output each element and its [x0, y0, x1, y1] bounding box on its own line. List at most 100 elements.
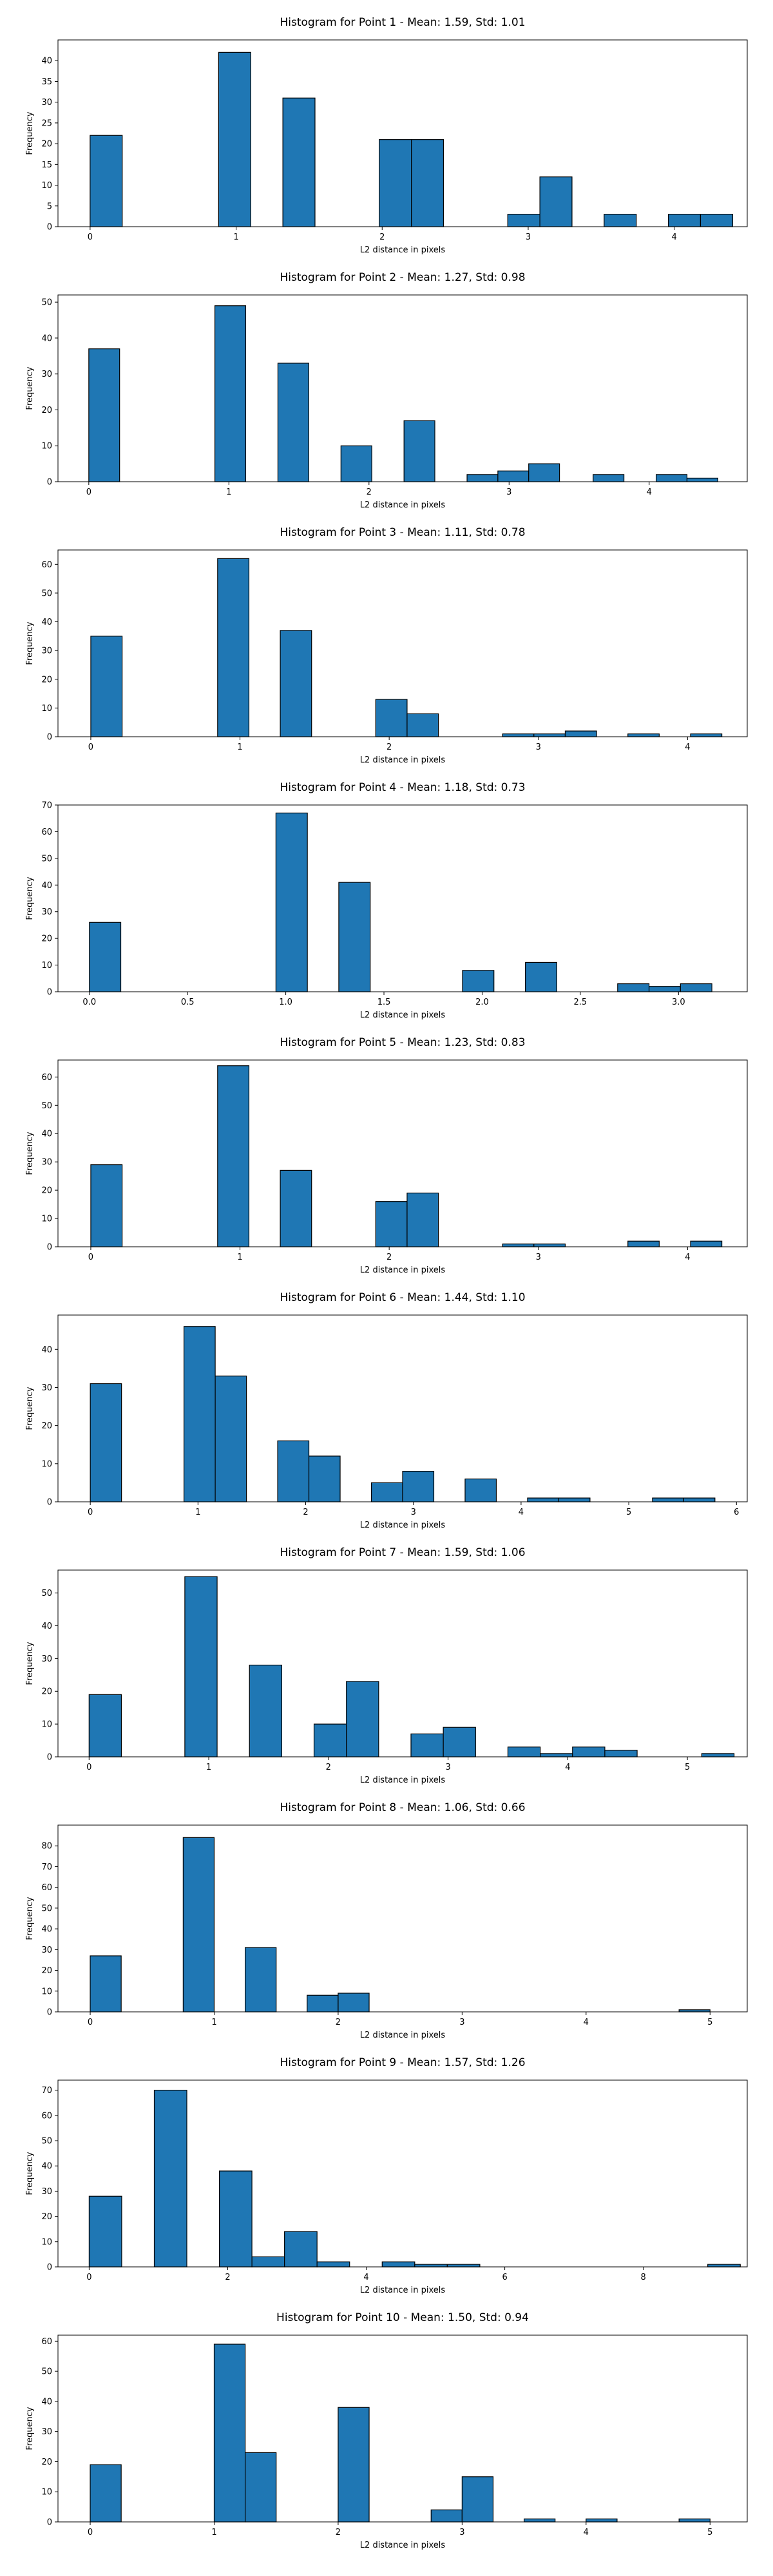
histogram-bar — [244, 2452, 277, 2523]
histogram-bar — [244, 1947, 277, 2012]
histogram-bar — [464, 1478, 497, 1502]
histogram-bar — [90, 1955, 122, 2012]
histogram-bar — [507, 1747, 541, 1757]
y-tick-label: 0 — [47, 988, 52, 998]
x-tick-label: 3 — [536, 1253, 541, 1262]
x-axis-label: L2 distance in pixels — [360, 1520, 446, 1530]
histogram-bar — [533, 1244, 566, 1247]
histogram-bar — [284, 2231, 318, 2268]
y-tick-label: 30 — [41, 2187, 52, 2197]
histogram-chart-10: Histogram for Point 10 - Mean: 1.50, Std… — [25, 2311, 748, 2550]
x-tick-label: 0 — [88, 743, 93, 752]
x-tick-label: 0 — [88, 1508, 93, 1517]
histogram-bar — [90, 636, 123, 737]
y-tick-label: 60 — [41, 2111, 52, 2121]
y-tick-label: 20 — [41, 1966, 52, 1976]
y-tick-label: 60 — [41, 1073, 52, 1083]
y-tick-label: 40 — [41, 334, 52, 343]
x-tick-label: 1.0 — [279, 998, 292, 1007]
histogram-bar — [277, 363, 309, 482]
x-tick-label: 1 — [237, 1253, 242, 1262]
chart-title: Histogram for Point 10 - Mean: 1.50, Std… — [276, 2311, 529, 2324]
y-tick-label: 70 — [41, 801, 52, 811]
y-tick-label: 40 — [41, 57, 52, 66]
x-axis-label: L2 distance in pixels — [360, 2031, 446, 2040]
histogram-bar — [280, 1170, 312, 1247]
x-tick-label: 4 — [584, 2528, 589, 2537]
histogram-chart-2: Histogram for Point 2 - Mean: 1.27, Std:… — [25, 271, 748, 510]
histogram-bar — [184, 1576, 218, 1757]
histogram-bar — [430, 2509, 463, 2523]
y-tick-label: 30 — [41, 907, 52, 917]
x-axis-label: L2 distance in pixels — [360, 1010, 446, 1020]
x-tick-label: 4 — [519, 1508, 524, 1517]
x-tick-label: 2 — [386, 1253, 392, 1262]
histogram-bar — [446, 2264, 481, 2268]
plot-frame — [57, 1824, 748, 2012]
y-tick-label: 10 — [41, 961, 52, 971]
histogram-bar — [90, 2464, 122, 2523]
y-tick-label: 60 — [41, 1883, 52, 1893]
histogram-bar — [558, 1497, 591, 1502]
histogram-bar — [572, 1747, 606, 1757]
y-axis-label: Frequency — [25, 621, 35, 665]
chart-title: Histogram for Point 4 - Mean: 1.18, Std:… — [280, 781, 525, 794]
plot-frame — [57, 1314, 748, 1502]
y-tick-label: 40 — [41, 1925, 52, 1935]
histogram-bar — [502, 733, 535, 737]
y-tick-label: 30 — [41, 1383, 52, 1393]
y-tick-label: 10 — [41, 1987, 52, 1996]
y-tick-label: 20 — [41, 1687, 52, 1697]
y-tick-label: 30 — [41, 1158, 52, 1168]
histogram-bar — [88, 348, 120, 482]
histogram-bar — [707, 2264, 741, 2268]
histogram-bar — [678, 2518, 711, 2523]
histogram-bar — [308, 1455, 341, 1502]
plot-frame — [57, 39, 748, 227]
histogram-bar — [90, 1164, 123, 1247]
x-tick-label: 5 — [707, 2018, 712, 2027]
histogram-bar — [280, 630, 312, 737]
x-axis-label: L2 distance in pixels — [360, 755, 446, 765]
histogram-bar — [539, 176, 573, 227]
x-tick-label: 4 — [672, 232, 677, 242]
chart-title: Histogram for Point 6 - Mean: 1.44, Std:… — [280, 1291, 525, 1304]
x-tick-label: 3 — [411, 1508, 416, 1517]
plot-frame — [57, 2334, 748, 2523]
chart-title: Histogram for Point 7 - Mean: 1.59, Std:… — [280, 1546, 525, 1559]
histogram-bar — [215, 1376, 247, 1502]
x-tick-label: 1 — [226, 488, 231, 497]
y-tick-label: 0 — [47, 733, 52, 743]
x-tick-label: 4 — [584, 2018, 589, 2027]
x-axis-label: L2 distance in pixels — [360, 2541, 446, 2550]
x-tick-label: 3 — [506, 488, 511, 497]
y-axis-label: Frequency — [25, 1387, 35, 1430]
histogram-bar — [375, 699, 408, 737]
histogram-bar — [218, 2170, 253, 2268]
x-tick-label: 2 — [326, 1763, 331, 1772]
histogram-chart-6: Histogram for Point 6 - Mean: 1.44, Std:… — [25, 1291, 748, 1530]
histogram-bar — [406, 713, 439, 737]
y-axis-label: Frequency — [25, 876, 35, 920]
y-tick-label: 10 — [41, 2237, 52, 2247]
histogram-bar — [461, 2476, 494, 2523]
x-tick-label: 2.0 — [475, 998, 489, 1007]
histogram-chart-8: Histogram for Point 8 - Mean: 1.06, Std:… — [25, 1801, 748, 2040]
x-axis-label: L2 distance in pixels — [360, 245, 446, 255]
plot-frame — [57, 2079, 748, 2268]
chart-title: Histogram for Point 1 - Mean: 1.59, Std:… — [280, 16, 525, 29]
y-tick-label: 35 — [41, 77, 52, 87]
histogram-bar — [507, 214, 540, 227]
y-tick-label: 40 — [41, 881, 52, 891]
histogram-bar — [528, 463, 560, 482]
y-tick-label: 40 — [41, 1345, 52, 1355]
chart-title: Histogram for Point 9 - Mean: 1.57, Std:… — [280, 2056, 525, 2069]
histogram-chart-7: Histogram for Point 7 - Mean: 1.59, Std:… — [25, 1546, 748, 1785]
histogram-bar — [313, 1723, 347, 1757]
x-tick-label: 1 — [211, 2528, 216, 2537]
histogram-bar — [277, 1440, 310, 1502]
y-tick-label: 30 — [41, 2427, 52, 2437]
histogram-bar — [316, 2261, 350, 2268]
y-tick-label: 30 — [41, 98, 52, 108]
x-tick-label: 2 — [336, 2018, 341, 2027]
